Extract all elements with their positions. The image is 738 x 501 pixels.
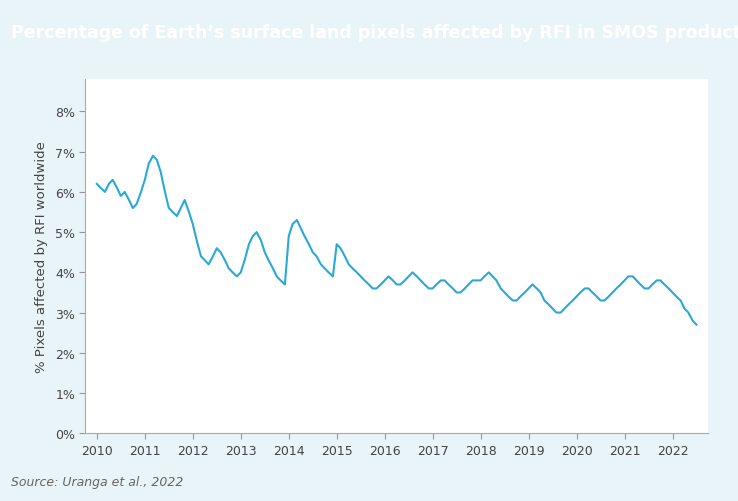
Text: Source: Uranga et al., 2022: Source: Uranga et al., 2022	[11, 475, 184, 488]
Y-axis label: % Pixels affected by RFI worldwide: % Pixels affected by RFI worldwide	[35, 141, 48, 372]
Text: Percentage of Earth’s surface land pixels affected by RFI in SMOS products: Percentage of Earth’s surface land pixel…	[11, 24, 738, 42]
